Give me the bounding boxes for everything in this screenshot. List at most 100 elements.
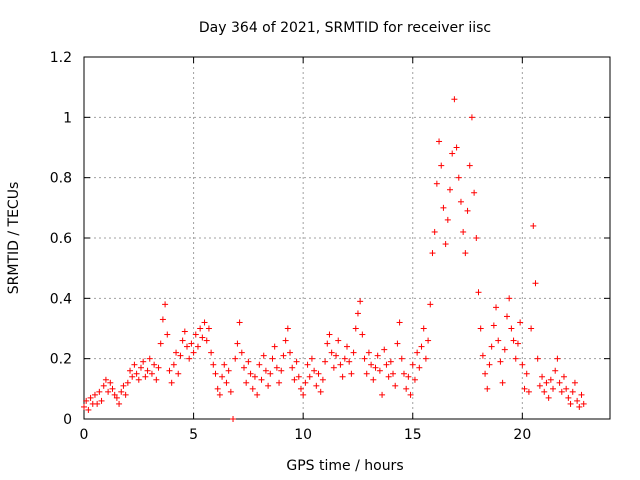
data-point — [83, 397, 90, 404]
data-point — [247, 370, 254, 377]
data-point — [471, 189, 478, 196]
data-point — [131, 361, 138, 368]
data-point — [576, 403, 583, 410]
data-point — [563, 385, 570, 392]
data-point — [223, 379, 230, 386]
data-point — [203, 337, 210, 344]
data-point — [284, 325, 291, 332]
data-point — [315, 370, 322, 377]
data-point — [194, 343, 201, 350]
data-point — [308, 355, 315, 362]
data-point — [477, 325, 484, 332]
data-point — [427, 301, 434, 308]
data-point — [558, 388, 565, 395]
data-point — [473, 235, 480, 241]
data-point — [159, 316, 166, 323]
data-point — [116, 400, 123, 407]
data-point — [361, 355, 368, 362]
data-point — [287, 349, 294, 356]
data-point — [293, 358, 300, 365]
data-point — [212, 370, 219, 377]
data-point — [135, 376, 142, 383]
y-tick-label: 1.2 — [50, 50, 72, 66]
data-point — [525, 388, 532, 395]
data-point — [523, 370, 530, 377]
data-point — [219, 373, 226, 380]
data-point — [105, 388, 112, 395]
data-point — [396, 319, 403, 326]
data-point — [98, 397, 105, 404]
data-point — [137, 364, 144, 371]
data-point — [447, 186, 454, 193]
data-point — [488, 343, 495, 350]
data-point — [157, 340, 164, 347]
data-point — [166, 367, 173, 374]
data-point — [416, 364, 423, 371]
data-point — [512, 355, 519, 362]
data-point — [400, 370, 407, 377]
data-point — [249, 385, 256, 392]
data-point — [580, 400, 587, 407]
x-tick-label: 5 — [189, 427, 198, 443]
data-point — [181, 328, 188, 335]
data-point — [499, 379, 506, 386]
data-point — [457, 198, 464, 205]
data-point — [550, 385, 557, 392]
data-point — [556, 379, 563, 386]
data-point — [433, 180, 440, 187]
data-point — [162, 301, 169, 308]
data-point — [385, 373, 392, 380]
axis-ticks — [83, 56, 610, 420]
data-point — [214, 385, 221, 392]
data-point — [372, 364, 379, 371]
data-point — [429, 250, 436, 257]
data-point — [300, 391, 307, 398]
data-point — [517, 319, 524, 326]
data-point — [122, 391, 129, 398]
data-point — [190, 349, 197, 356]
data-point — [451, 96, 458, 103]
data-point — [107, 379, 114, 386]
data-point — [407, 391, 414, 398]
data-point — [357, 298, 364, 305]
data-point — [291, 376, 298, 383]
data-point — [151, 361, 158, 368]
data-point — [455, 174, 462, 181]
data-point — [306, 373, 313, 380]
data-point — [341, 355, 348, 362]
data-point — [273, 364, 280, 371]
data-point — [297, 385, 304, 392]
data-point — [188, 340, 195, 347]
data-point — [569, 388, 576, 395]
axis-tick-labels: 0 5 10 15 20 0 0.2 0.4 0.6 0.8 1 1.2 — [50, 50, 532, 443]
y-tick-label: 0.8 — [50, 171, 72, 187]
data-point — [133, 370, 140, 377]
data-point — [113, 394, 120, 401]
data-point — [411, 376, 418, 383]
data-point — [440, 204, 447, 211]
data-point — [484, 385, 491, 392]
data-point — [324, 340, 331, 347]
data-point — [129, 373, 136, 380]
y-tick-label: 0.6 — [50, 231, 72, 247]
data-point — [444, 216, 451, 223]
data-point — [567, 400, 574, 407]
data-point — [175, 370, 182, 377]
y-axis-label: SRMTID / TECUs — [6, 182, 22, 295]
data-point — [545, 394, 552, 401]
data-point — [436, 138, 443, 145]
data-point — [449, 150, 456, 157]
data-point — [302, 379, 309, 386]
data-point — [91, 391, 98, 398]
data-point — [313, 382, 320, 389]
data-point — [234, 340, 241, 347]
data-point — [328, 349, 335, 356]
y-tick-label: 0.2 — [50, 352, 72, 368]
data-point — [420, 325, 427, 332]
data-point — [192, 331, 199, 338]
data-point — [501, 346, 508, 353]
data-point — [475, 289, 482, 296]
data-point — [267, 370, 274, 377]
data-point — [153, 376, 160, 383]
